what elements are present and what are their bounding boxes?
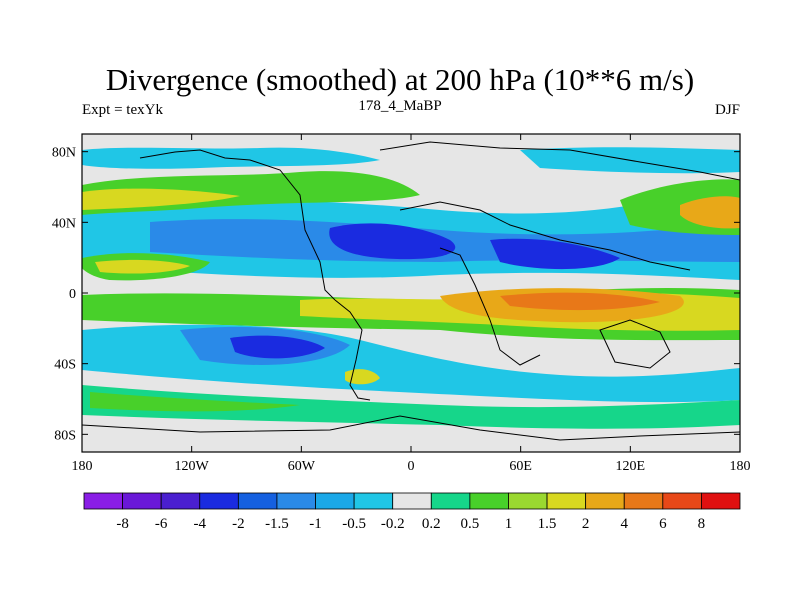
x-tick-label: 0 [408,459,415,474]
x-tick-label: 180 [730,459,751,474]
colorbar-swatch [546,492,587,510]
colorbar-label: -0.2 [381,516,405,532]
colorbar-label: 6 [659,516,667,532]
colorbar-label: -2 [232,516,245,532]
x-tick-label: 120E [616,459,646,474]
colorbar-swatch [508,492,548,510]
y-tick-label: 40N [52,216,76,231]
chart-title: Divergence (smoothed) at 200 hPa (10**6 … [105,62,695,97]
colorbar-label: 0.2 [422,516,441,532]
x-tick-label: 120W [175,459,210,474]
field-strong-negative-south [230,335,325,359]
colorbar-swatch [199,492,239,510]
plot-area [81,133,741,453]
colorbar-label: 4 [620,516,628,532]
x-axis: 180 120W 60W 0 60E 120E 180 [72,134,751,474]
coastline-australia [599,319,671,369]
colorbar-swatch [623,492,664,510]
colorbar-swatch [276,492,316,510]
coastline-africa [439,247,541,366]
colorbar-swatch [353,492,394,510]
coastline-south-america [334,299,371,401]
colorbar-swatch [160,492,201,510]
colorbar-swatch [237,492,278,510]
divergence-field [82,147,740,429]
field-positive-northeast-core [680,196,740,229]
x-tick-label: 60W [288,459,316,474]
colorbar-label: -4 [194,516,207,532]
run-label: 178_4_MaBP [358,98,442,114]
field-strong-negative-north [329,223,456,260]
colorbar-swatch [392,492,432,510]
y-axis: 80N 40N 0 40S 80S [52,146,740,443]
season-label: DJF [714,102,740,118]
colorbar-swatch [469,492,509,510]
field-very-strong-positive-equator [500,292,660,311]
colorbar-label: -8 [116,516,129,532]
field-positive-south-patch [345,369,380,385]
field-strong-negative-north-2 [490,238,620,270]
y-tick-label: 40S [54,358,76,373]
colorbar-swatch [701,492,741,510]
colorbar-label: 1.5 [538,516,557,532]
coastline-europe [399,201,691,271]
colorbar-swatch [315,492,355,510]
colorbar-label: -6 [155,516,168,532]
y-tick-label: 0 [69,287,76,302]
colorbar-label: -1 [309,516,322,532]
colorbar-swatch [662,492,702,510]
experiment-label: Expt = texYk [82,102,163,118]
colorbar-label: 8 [698,516,706,532]
y-tick-label: 80S [54,428,76,443]
colorbar-label: -0.5 [342,516,366,532]
colorbar: -8 -6 -4 -2 -1.5 -1 -0.5 -0.2 0.2 0.5 1 1.5 2 4 6 8 [83,492,741,532]
colorbar-swatch [122,492,162,510]
coastline-antarctica [82,415,740,441]
x-tick-label: 60E [509,459,532,474]
field-positive-south-core [90,392,300,412]
coastlines [82,141,740,441]
colorbar-label: 0.5 [461,516,480,532]
colorbar-label: 1 [505,516,513,532]
colorbar-label: 2 [582,516,590,532]
colorbar-label: -1.5 [265,516,289,532]
colorbar-swatch [585,492,625,510]
x-tick-label: 180 [72,459,93,474]
field-positive-north-core [82,188,240,210]
colorbar-swatch [83,492,123,510]
coastline-eurasia [379,141,740,181]
y-tick-label: 80N [52,146,76,161]
coastline-north-america [139,149,336,301]
field-band-positive-south [82,385,740,429]
field-positive-subtropics-west-core [95,259,190,274]
colorbar-swatch [430,492,471,510]
